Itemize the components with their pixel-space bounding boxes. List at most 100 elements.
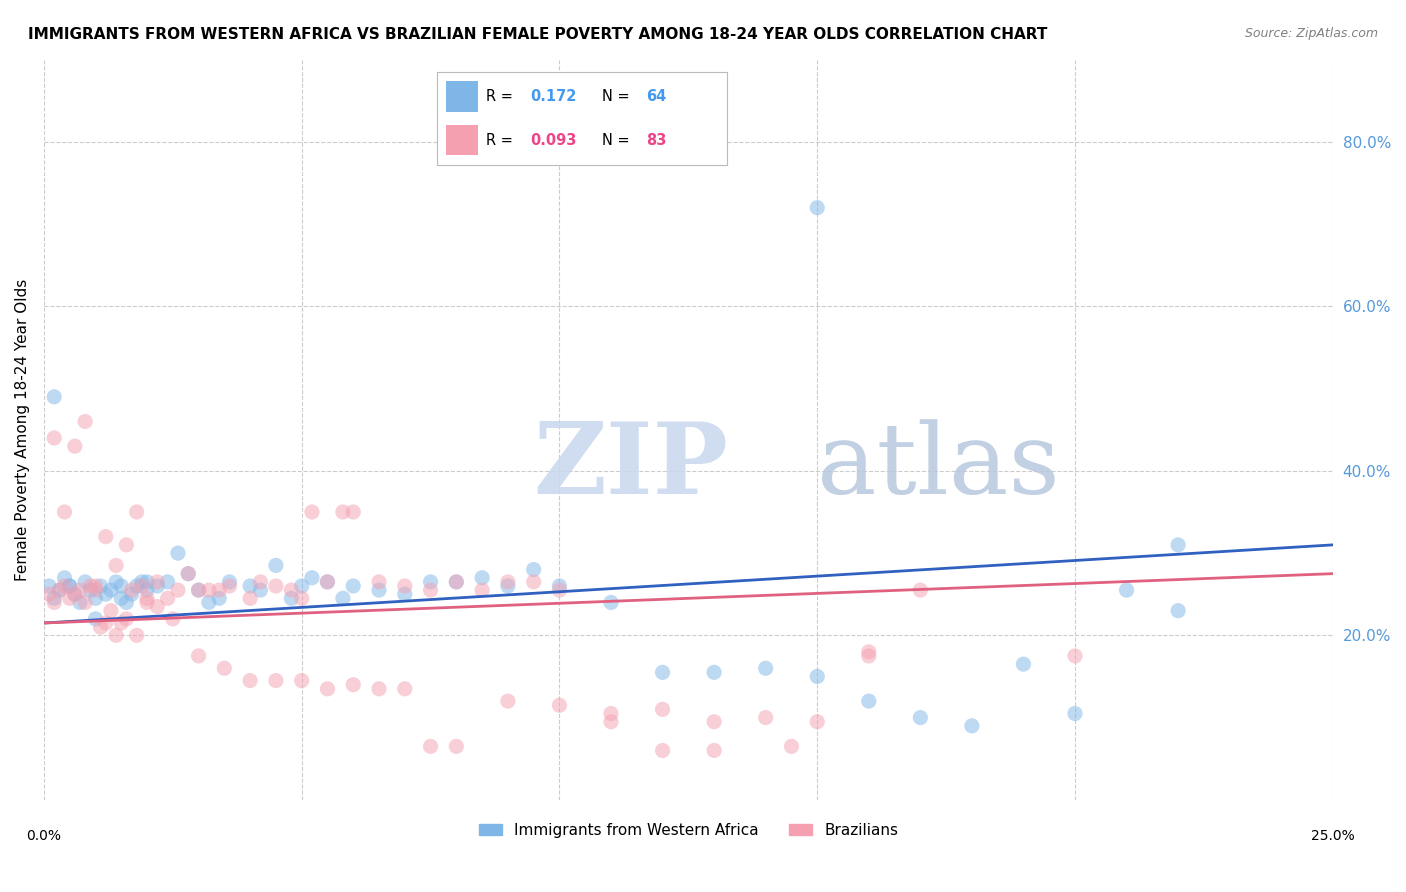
Point — [84, 612, 107, 626]
Point — [63, 587, 86, 601]
Point — [125, 579, 148, 593]
Point — [419, 739, 441, 754]
Point — [651, 702, 673, 716]
Point — [291, 673, 314, 688]
Point — [1167, 604, 1189, 618]
Point — [249, 574, 271, 589]
Point — [59, 579, 82, 593]
Point — [446, 739, 468, 754]
Point — [115, 538, 138, 552]
Point — [84, 591, 107, 606]
Point — [471, 571, 494, 585]
Point — [53, 571, 76, 585]
Point — [651, 743, 673, 757]
Point — [105, 558, 128, 573]
Point — [146, 574, 169, 589]
Point — [69, 583, 91, 598]
Point — [136, 583, 159, 598]
Point — [115, 612, 138, 626]
Point — [394, 579, 416, 593]
Point — [548, 698, 571, 713]
Point — [523, 574, 546, 589]
Point — [1064, 706, 1087, 721]
Point — [1064, 648, 1087, 663]
Y-axis label: Female Poverty Among 18-24 Year Olds: Female Poverty Among 18-24 Year Olds — [15, 278, 30, 581]
Point — [446, 574, 468, 589]
Point — [167, 583, 190, 598]
Point — [75, 595, 97, 609]
Point — [1167, 538, 1189, 552]
Point — [301, 505, 323, 519]
Point — [806, 714, 828, 729]
Point — [156, 574, 179, 589]
Point — [548, 583, 571, 598]
Point — [198, 595, 221, 609]
Point — [264, 558, 287, 573]
Point — [755, 661, 778, 675]
Point — [208, 583, 231, 598]
Point — [858, 645, 880, 659]
Point — [162, 612, 184, 626]
Point — [548, 579, 571, 593]
Point — [100, 604, 122, 618]
Point — [214, 661, 236, 675]
Point — [69, 595, 91, 609]
Point — [187, 583, 209, 598]
Point — [368, 583, 391, 598]
Point — [471, 583, 494, 598]
Point — [125, 505, 148, 519]
Point — [342, 579, 364, 593]
Point — [167, 546, 190, 560]
Point — [63, 587, 86, 601]
Point — [858, 648, 880, 663]
Point — [496, 574, 519, 589]
Point — [38, 587, 60, 601]
Point — [368, 574, 391, 589]
Point — [44, 591, 66, 606]
Point — [239, 591, 262, 606]
Point — [59, 591, 82, 606]
Point — [59, 579, 82, 593]
Point — [38, 579, 60, 593]
Point — [136, 591, 159, 606]
Text: IMMIGRANTS FROM WESTERN AFRICA VS BRAZILIAN FEMALE POVERTY AMONG 18-24 YEAR OLDS: IMMIGRANTS FROM WESTERN AFRICA VS BRAZIL… — [28, 27, 1047, 42]
Point — [53, 579, 76, 593]
Point — [301, 571, 323, 585]
Point — [342, 678, 364, 692]
Text: 25.0%: 25.0% — [1310, 830, 1354, 844]
Point — [75, 574, 97, 589]
Point — [806, 201, 828, 215]
Point — [53, 505, 76, 519]
Point — [79, 583, 101, 598]
Point — [332, 505, 354, 519]
Point — [84, 579, 107, 593]
Point — [75, 415, 97, 429]
Point — [110, 615, 132, 630]
Point — [342, 505, 364, 519]
Point — [156, 591, 179, 606]
Point — [105, 628, 128, 642]
Point — [94, 530, 117, 544]
Point — [960, 719, 983, 733]
Point — [100, 583, 122, 598]
Point — [910, 583, 932, 598]
Point — [110, 591, 132, 606]
Point — [496, 579, 519, 593]
Point — [394, 587, 416, 601]
Point — [94, 615, 117, 630]
Point — [121, 583, 143, 598]
Text: Source: ZipAtlas.com: Source: ZipAtlas.com — [1244, 27, 1378, 40]
Point — [703, 714, 725, 729]
Point — [394, 681, 416, 696]
Point — [600, 714, 623, 729]
Point — [496, 694, 519, 708]
Point — [264, 673, 287, 688]
Point — [239, 579, 262, 593]
Point — [264, 579, 287, 593]
Point — [208, 591, 231, 606]
Point — [187, 648, 209, 663]
Point — [316, 574, 339, 589]
Point — [280, 583, 302, 598]
Point — [110, 579, 132, 593]
Point — [94, 587, 117, 601]
